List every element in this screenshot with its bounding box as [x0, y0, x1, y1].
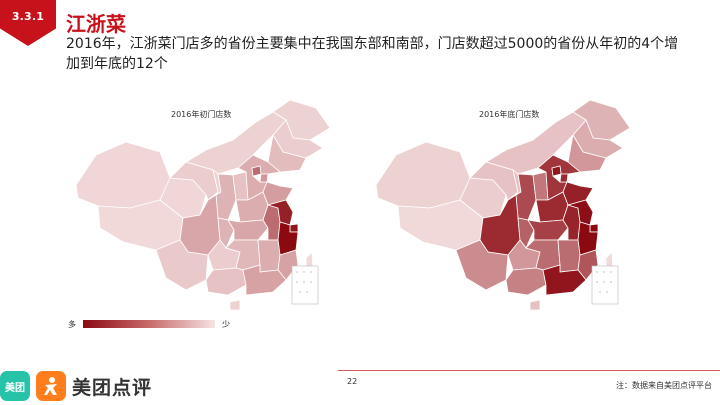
province-上海 — [289, 223, 299, 233]
inset-island-dot — [303, 281, 305, 283]
province-山西 — [232, 171, 249, 201]
section-number: 3.3.1 — [11, 10, 45, 23]
inset-island-dot — [599, 291, 601, 293]
province-天津 — [559, 173, 569, 183]
inset-island-dot — [603, 271, 605, 273]
province-天津 — [259, 173, 269, 183]
map-title-end: 2016年底门店数 — [479, 110, 540, 119]
province-广东 — [542, 264, 587, 296]
inset-island-dot — [303, 271, 305, 273]
inset-island-dot — [310, 271, 312, 273]
province-广西 — [505, 267, 547, 296]
province-重庆 — [517, 217, 535, 249]
page-title: 江浙菜 — [66, 12, 126, 36]
province-北京 — [551, 165, 562, 177]
inset-island-dot — [603, 281, 605, 283]
province-甘肃 — [469, 161, 519, 201]
footer-divider — [338, 370, 720, 371]
dianping-app-icon — [36, 371, 66, 401]
inset-island-dot — [296, 271, 298, 273]
province-海南 — [229, 299, 241, 310]
province-陕西 — [215, 173, 237, 221]
province-山东 — [562, 181, 594, 206]
province-湖北 — [527, 219, 569, 241]
province-甘肃 — [169, 161, 219, 201]
china-map-start — [75, 100, 331, 310]
inset-island-dot — [296, 281, 298, 283]
legend-gradient-bar — [83, 320, 215, 328]
province-山东 — [262, 181, 294, 206]
province-广西 — [205, 267, 247, 296]
meituan-icon-text: 美团 — [5, 382, 25, 394]
inset-island-dot — [610, 271, 612, 273]
inset-island-dot — [596, 281, 598, 283]
inset-island-dot — [299, 291, 301, 293]
legend-less-label: 少 — [222, 320, 230, 329]
province-北京 — [251, 165, 262, 177]
province-江西 — [257, 239, 281, 273]
inset-island-dot — [610, 281, 612, 283]
inset-island-dot — [596, 271, 598, 273]
province-山西 — [532, 171, 549, 201]
brand-name: 美团点评 — [72, 376, 153, 399]
legend-more-label: 多 — [68, 320, 76, 329]
dianping-person-icon — [44, 377, 57, 395]
section-tag: 3.3.1 — [0, 0, 56, 46]
province-广东 — [242, 264, 287, 296]
province-江西 — [557, 239, 581, 273]
inset-island-dot — [306, 291, 308, 293]
inset-island-dot — [606, 291, 608, 293]
china-map-end — [375, 100, 631, 310]
page-subtitle: 2016年，江浙菜门店多的省份主要集中在我国东部和南部，门店数超过5000的省份… — [66, 36, 679, 72]
province-海南 — [529, 299, 541, 310]
brand-logo: 美团 美团点评 — [0, 371, 152, 401]
province-上海 — [589, 223, 599, 233]
province-重庆 — [217, 217, 235, 249]
province-新疆 — [375, 141, 471, 209]
province-云南 — [155, 239, 209, 291]
province-云南 — [455, 239, 509, 291]
map-title-start: 2016年初门店数 — [171, 110, 232, 119]
source-note: 注：数据来自美团点评平台 — [616, 381, 712, 390]
page-number: 22 — [347, 377, 358, 386]
province-湖北 — [227, 219, 269, 241]
province-新疆 — [75, 141, 171, 209]
meituan-app-icon: 美团 — [0, 371, 30, 401]
south-china-sea-inset — [591, 265, 619, 305]
province-陕西 — [515, 173, 537, 221]
inset-island-dot — [310, 281, 312, 283]
south-china-sea-inset — [291, 265, 319, 305]
